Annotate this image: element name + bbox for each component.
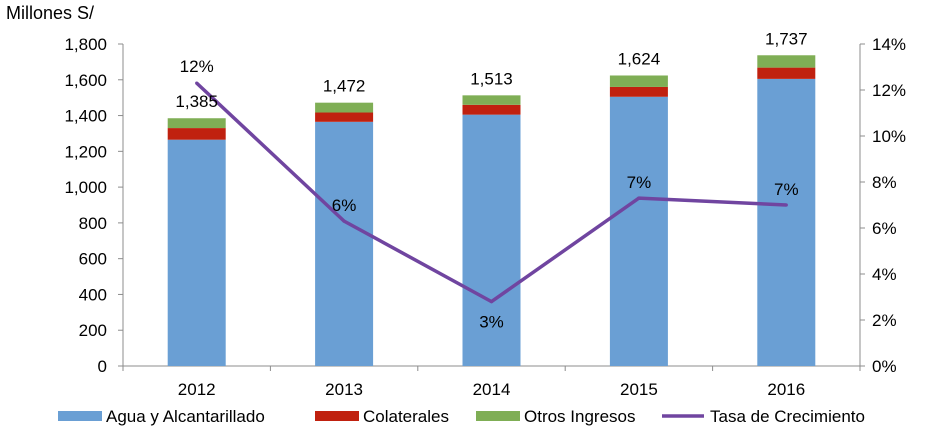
legend-label: Otros Ingresos	[524, 407, 636, 426]
bar-total-label: 1,472	[323, 77, 366, 96]
growth-point	[784, 203, 788, 207]
y-left-tick-label: 1,600	[64, 71, 107, 90]
bar-segment	[462, 104, 521, 115]
y-right-tick-label: 8%	[872, 173, 897, 192]
growth-rate-label: 7%	[774, 180, 799, 199]
bar-segment	[462, 95, 521, 105]
y-right-tick-label: 10%	[872, 127, 906, 146]
legend-swatch	[315, 411, 359, 421]
bar-total-label: 1,624	[618, 49, 661, 68]
bars	[167, 55, 816, 367]
data-labels: 1,385 1,472 1,513 1,624 1,737 12% 6% 3% 7% 7%	[175, 29, 807, 331]
x-tick-label: 2014	[473, 380, 511, 399]
growth-rate-label: 12%	[180, 57, 214, 76]
y-left-tick-label: 1,200	[64, 142, 107, 161]
legend-label: Tasa de Crecimiento	[710, 407, 865, 426]
bar-segment	[167, 128, 226, 140]
growth-point	[637, 196, 641, 200]
legend-label: Agua y Alcantarillado	[106, 407, 265, 426]
growth-rate-label: 6%	[332, 196, 357, 215]
x-tick-label: 2016	[767, 380, 805, 399]
bar-segment	[609, 75, 668, 87]
bar-segment	[757, 55, 816, 68]
growth-line	[195, 81, 788, 304]
y-left-tick-label: 1,800	[64, 35, 107, 54]
y-right-tick-label: 6%	[872, 219, 897, 238]
bar-segment	[315, 102, 374, 113]
bar-segment	[462, 114, 521, 367]
x-tick-label: 2015	[620, 380, 658, 399]
y-unit-label: Millones S/	[6, 3, 94, 23]
y-left-tick-label: 1,400	[64, 107, 107, 126]
bar-segment	[315, 121, 374, 366]
growth-point	[489, 300, 494, 304]
bar-segment	[167, 139, 226, 366]
legend-swatch	[58, 411, 102, 421]
bar-segment	[315, 112, 374, 122]
growth-point	[195, 81, 199, 85]
growth-rate-label: 7%	[627, 173, 652, 192]
bar-total-label: 1,385	[175, 92, 218, 111]
y-right-tick-label: 0%	[872, 357, 897, 376]
y-right-tick-label: 14%	[872, 35, 906, 54]
bar-segment	[609, 96, 668, 367]
bar-segment	[609, 86, 668, 97]
bar-total-label: 1,513	[470, 69, 513, 88]
y-right-tick-label: 12%	[872, 81, 906, 100]
y-left-tick-label: 800	[79, 214, 107, 233]
x-tick-label: 2012	[178, 380, 216, 399]
growth-point	[342, 219, 346, 223]
bar-segment	[167, 118, 226, 129]
x-tick-label: 2013	[325, 380, 363, 399]
bar-segment	[757, 67, 816, 79]
y-left-tick-label: 600	[79, 250, 107, 269]
legend: Agua y Alcantarillado Colaterales Otros In…	[58, 407, 865, 426]
y-left-tick-label: 1,000	[64, 178, 107, 197]
bar-segment	[757, 78, 816, 366]
legend-swatch	[476, 411, 520, 421]
y-left-tick-label: 0	[98, 357, 107, 376]
growth-rate-label: 3%	[479, 313, 504, 332]
axes: 0 200 400 600 800 1,000 1,200 1,400 1,600 1,800 0%…	[64, 35, 906, 399]
y-right-tick-label: 4%	[872, 265, 897, 284]
y-left-tick-label: 200	[79, 321, 107, 340]
bar-total-label: 1,737	[765, 29, 808, 48]
legend-label: Colaterales	[363, 407, 449, 426]
y-right-tick-label: 2%	[872, 311, 897, 330]
y-left-tick-label: 400	[79, 285, 107, 304]
